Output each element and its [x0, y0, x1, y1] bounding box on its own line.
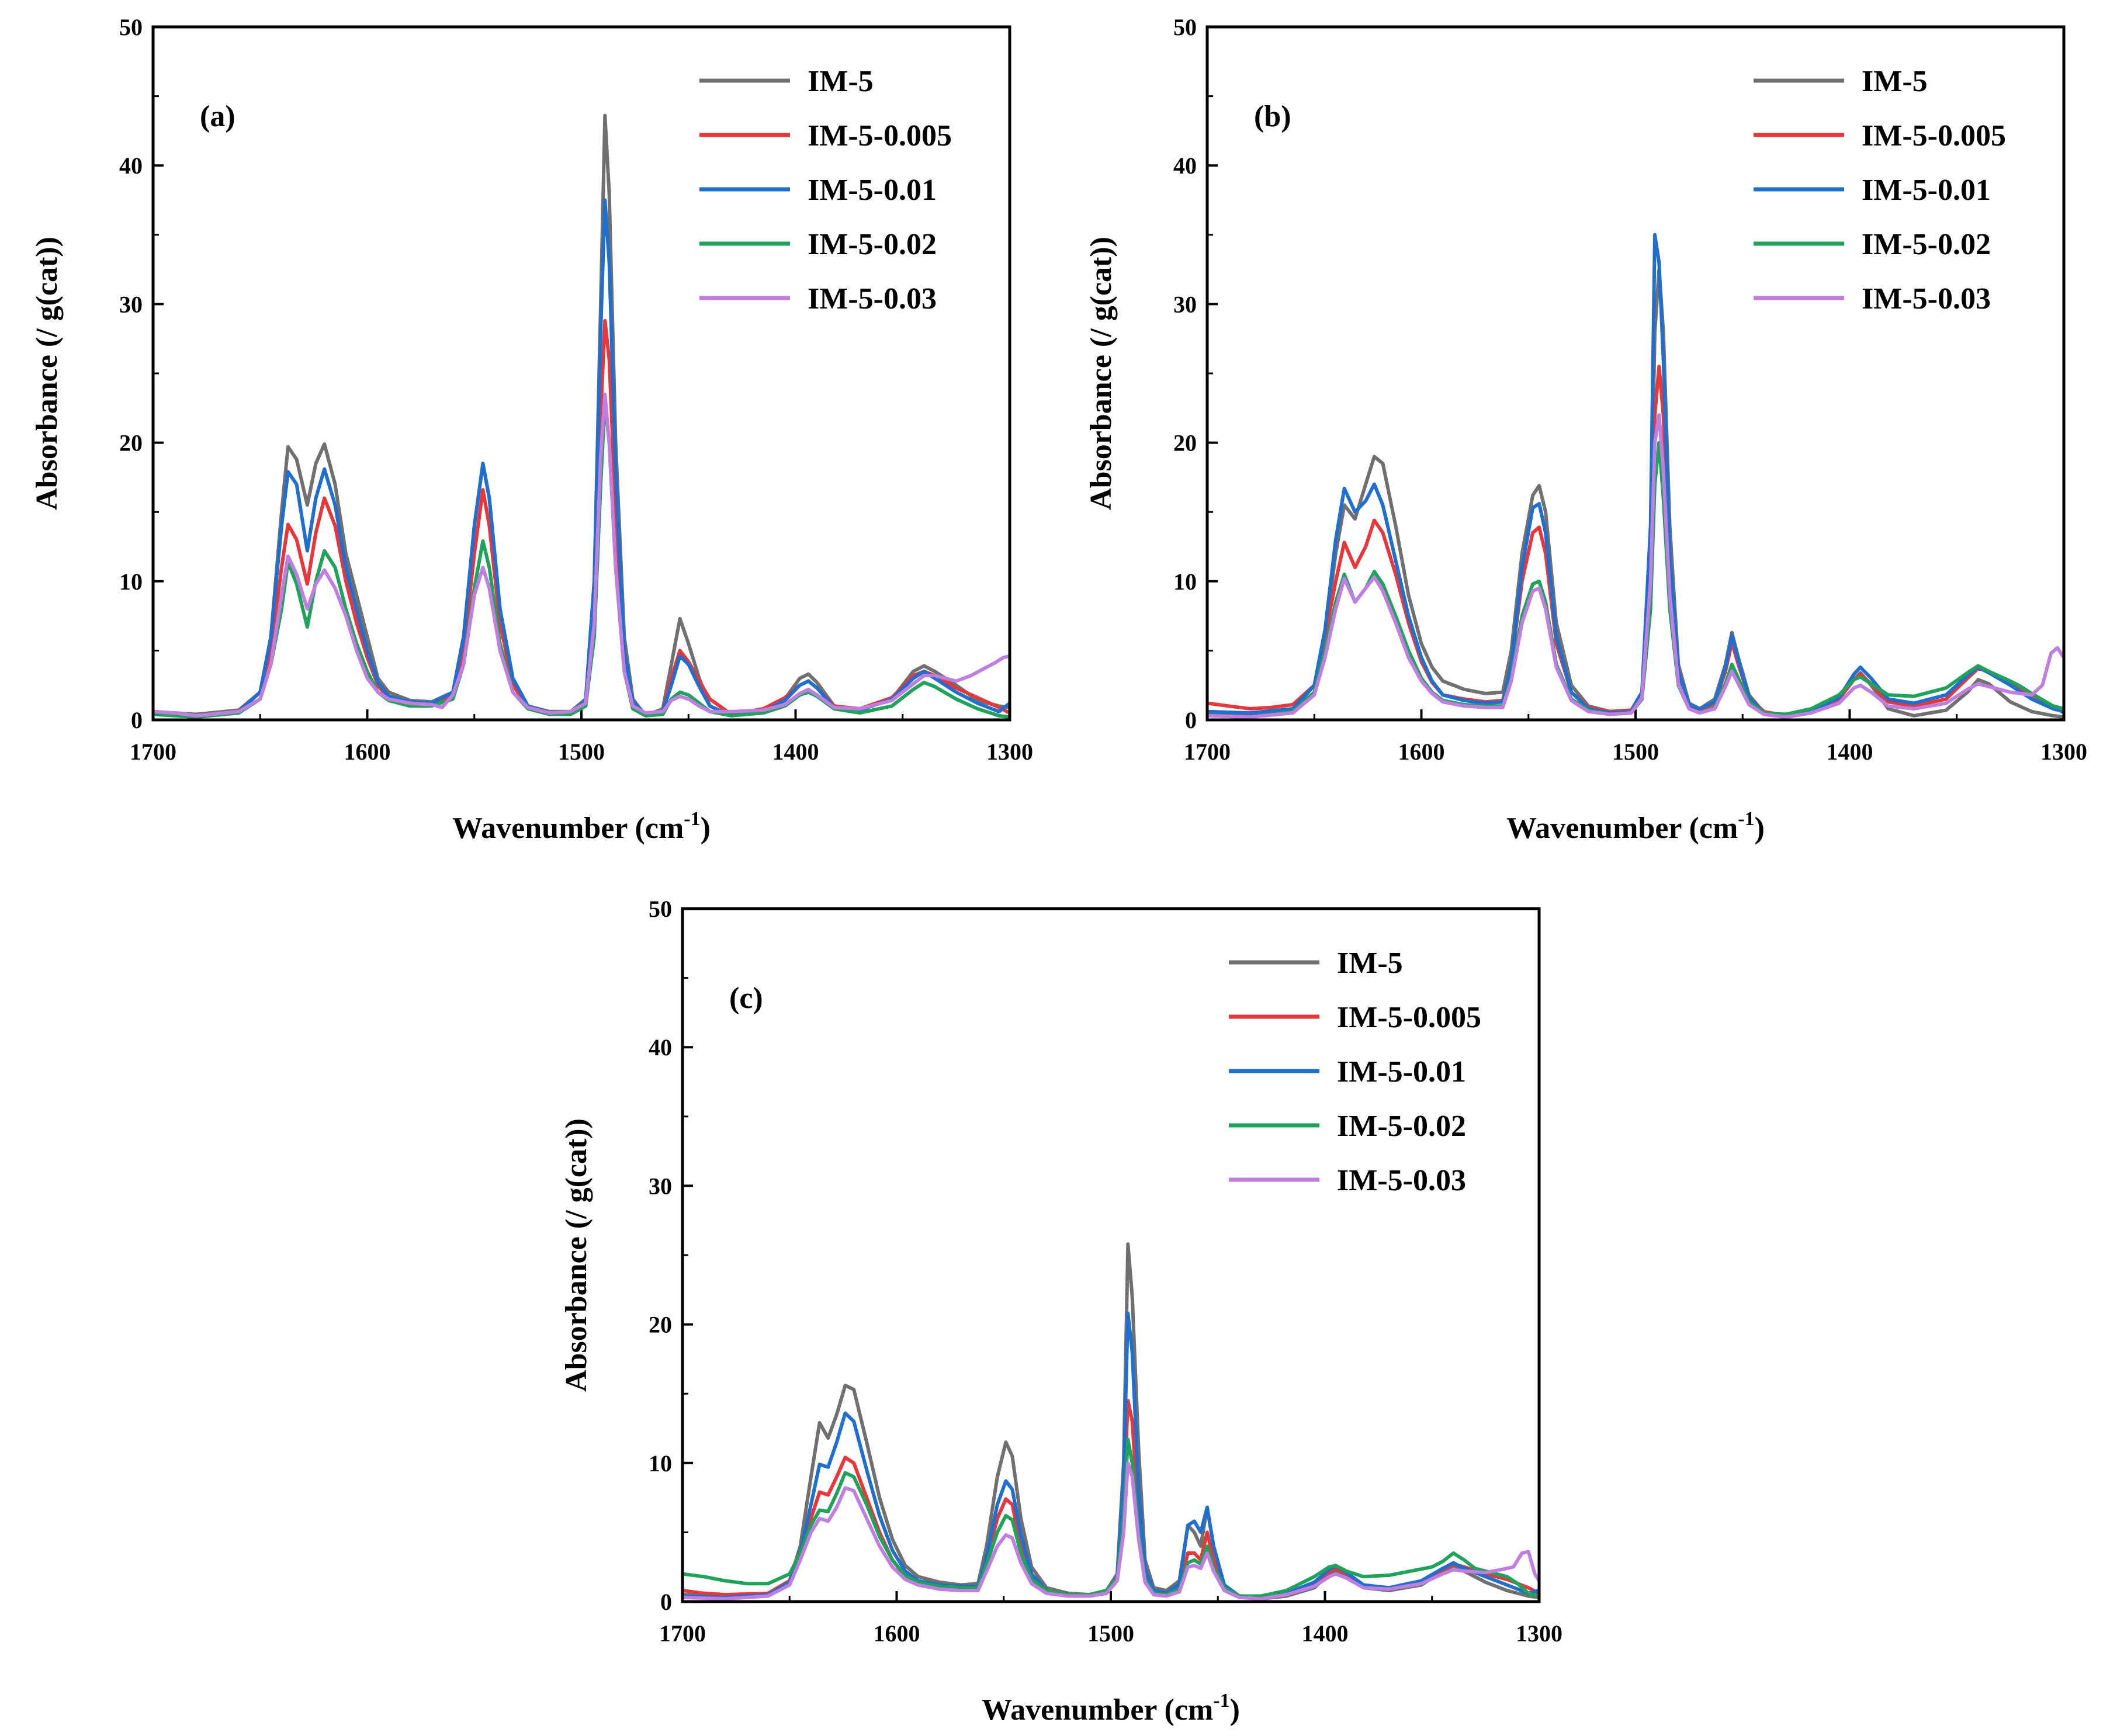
x-axis-title-main: Wavenumber (cm — [452, 812, 684, 845]
legend-label: IM-5-0.02 — [808, 228, 937, 261]
x-axis-title-end: ) — [1755, 812, 1765, 845]
y-tick-label: 10 — [119, 569, 143, 595]
y-tick-label: 0 — [1185, 707, 1197, 733]
panel-label: (b) — [1254, 100, 1291, 133]
series-line-im-5-0-03 — [1207, 413, 2064, 719]
x-axis-title: Wavenumber (cm-1) — [982, 1690, 1240, 1727]
x-axis-title-end: ) — [701, 812, 711, 845]
y-tick-label: 20 — [1173, 430, 1197, 456]
x-tick-label: 1500 — [558, 739, 605, 765]
y-tick-label: 30 — [119, 291, 143, 317]
legend-label: IM-5-0.01 — [1337, 1055, 1466, 1089]
legend-label: IM-5 — [808, 65, 874, 98]
chart-panel-3: 0 10 20 30 40 50 1700 1600 1500 1400 1300 (c) IM-5 IM… — [560, 896, 1562, 1727]
legend-label: IM-5-0.01 — [1862, 174, 1991, 207]
legend-label: IM-5-0.01 — [808, 174, 937, 207]
y-tick-label: 0 — [131, 707, 143, 733]
series-group — [1207, 233, 2064, 719]
y-axis-title: Absorbance (/ g(cat)) — [1085, 237, 1118, 510]
y-tick-label: 10 — [649, 1450, 672, 1477]
legend-label: IM-5-0.03 — [1862, 282, 1991, 316]
plot-frame — [151, 25, 1011, 722]
series-line-im-5-0-02 — [1207, 441, 2064, 719]
x-axis-title-sup: -1 — [1738, 808, 1754, 830]
series-line-im-5-0-03 — [153, 392, 1010, 718]
x-axis-title-main: Wavenumber (cm — [1506, 812, 1738, 845]
x-tick-label: 1600 — [344, 739, 391, 765]
y-tick-label: 10 — [1173, 569, 1197, 595]
x-axis-title-end: ) — [1230, 1693, 1240, 1727]
legend-label: IM-5 — [1337, 947, 1403, 980]
legend-label: IM-5-0.03 — [1337, 1164, 1466, 1197]
y-tick-label: 40 — [649, 1034, 672, 1061]
x-tick-label: 1600 — [1398, 739, 1445, 765]
x-tick-label: 1400 — [772, 739, 819, 765]
y-tick-label: 50 — [119, 14, 143, 40]
legend-label: IM-5-0.02 — [1337, 1110, 1466, 1143]
panel-label: (a) — [200, 100, 235, 133]
legend-label: IM-5-0.005 — [808, 119, 952, 153]
y-tick-label: 30 — [1173, 291, 1197, 317]
x-tick-label: 1500 — [1087, 1620, 1134, 1647]
y-tick-label: 20 — [119, 430, 143, 456]
y-tick-label: 50 — [1173, 14, 1197, 40]
x-tick-label: 1300 — [1516, 1620, 1562, 1647]
series-line-im-5 — [1207, 268, 2064, 719]
plot-frame — [681, 907, 1541, 1603]
y-tick-label: 30 — [649, 1173, 672, 1199]
y-tick-label: 50 — [649, 896, 672, 922]
series-line-im-5 — [682, 1242, 1539, 1601]
y-tick-label: 0 — [660, 1589, 672, 1615]
chart-panel-1: 0 10 20 30 40 50 1700 1600 1500 1400 1300 (a) IM-5 IM… — [30, 14, 1033, 845]
y-tick-label: 20 — [649, 1312, 672, 1338]
x-tick-label: 1500 — [1612, 739, 1659, 765]
x-tick-label: 1700 — [1184, 739, 1231, 765]
panel-label: (c) — [729, 982, 763, 1015]
plot-frame — [1205, 25, 2066, 722]
legend-label: IM-5-0.005 — [1862, 119, 2006, 153]
y-axis-title: Absorbance (/ g(cat)) — [560, 1118, 593, 1392]
series-line-im-5-0-01 — [153, 198, 1010, 718]
legend-label: IM-5-0.005 — [1337, 1001, 1481, 1034]
chart-panel-2: 0 10 20 30 40 50 1700 1600 1500 1400 1300 (b) IM-5 IM… — [1085, 14, 2087, 845]
series-line-im-5-0-01 — [1207, 233, 2064, 718]
x-axis-title: Wavenumber (cm-1) — [452, 808, 711, 845]
series-line-im-5-0-03 — [682, 1461, 1539, 1601]
series-group — [682, 1242, 1539, 1601]
x-axis-title: Wavenumber (cm-1) — [1506, 808, 1765, 845]
x-tick-label: 1700 — [659, 1620, 706, 1647]
series-line-im-5-0-01 — [682, 1311, 1539, 1599]
y-axis-title: Absorbance (/ g(cat)) — [30, 237, 64, 510]
x-axis-title-sup: -1 — [684, 808, 700, 830]
x-tick-label: 1400 — [1302, 1620, 1349, 1647]
legend-label: IM-5 — [1862, 65, 1928, 98]
x-tick-label: 1700 — [130, 739, 176, 765]
series-group — [153, 113, 1010, 719]
y-tick-label: 40 — [119, 153, 143, 179]
x-tick-label: 1300 — [986, 739, 1033, 765]
x-tick-label: 1300 — [2040, 739, 2087, 765]
x-tick-label: 1600 — [874, 1620, 920, 1647]
legend-label: IM-5-0.03 — [808, 282, 937, 316]
x-axis-title-main: Wavenumber (cm — [982, 1693, 1213, 1727]
y-tick-label: 40 — [1173, 153, 1197, 179]
x-tick-label: 1400 — [1827, 739, 1873, 765]
legend-label: IM-5-0.02 — [1862, 228, 1991, 261]
x-axis-title-sup: -1 — [1213, 1690, 1229, 1711]
